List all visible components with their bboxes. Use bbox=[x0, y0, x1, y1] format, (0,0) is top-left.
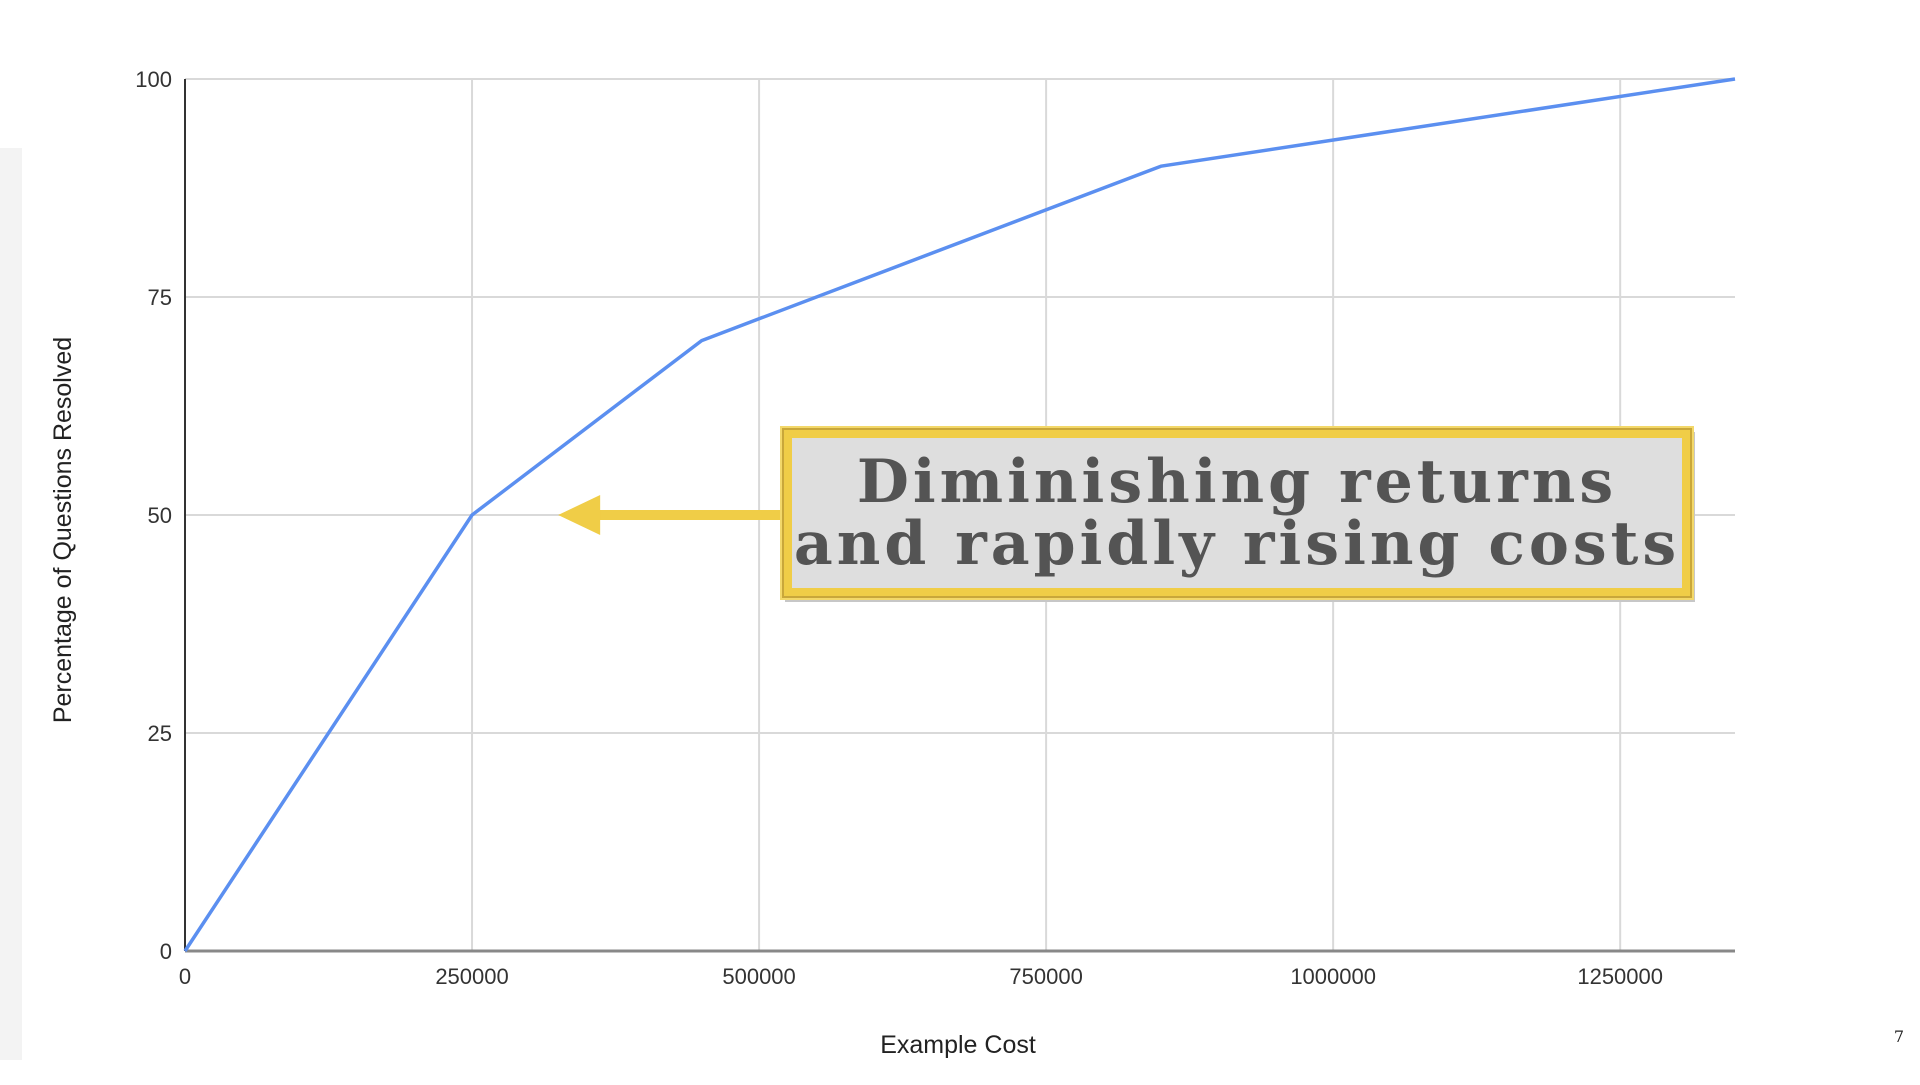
tick-label-layer: 0 25 50 75 100 0 250000 500000 750000 1000000 1250… bbox=[135, 67, 1663, 989]
arrow-shaft bbox=[588, 510, 799, 520]
x-tick-label: 750000 bbox=[1009, 964, 1082, 989]
x-axis-title: Example Cost bbox=[880, 1031, 1036, 1059]
callout-line-1: Diminishing returns bbox=[856, 447, 1618, 517]
x-tick-label: 0 bbox=[179, 964, 191, 989]
y-tick-label: 75 bbox=[148, 285, 172, 310]
y-tick-label: 100 bbox=[135, 67, 172, 92]
x-tick-label: 500000 bbox=[722, 964, 795, 989]
arrow-head bbox=[558, 495, 601, 535]
y-tick-label: 25 bbox=[148, 721, 172, 746]
y-axis-title: Percentage of Questions Resolved bbox=[49, 337, 77, 723]
annotation-arrow bbox=[558, 495, 799, 535]
page-number: 7 bbox=[1893, 1027, 1904, 1046]
callout-line-2: and rapidly rising costs bbox=[793, 509, 1681, 579]
y-tick-label: 0 bbox=[160, 939, 172, 964]
annotation-callout: Diminishing returns and rapidly rising c… bbox=[782, 428, 1692, 598]
x-tick-label: 1000000 bbox=[1290, 964, 1376, 989]
x-tick-label: 250000 bbox=[435, 964, 508, 989]
slide-left-edge bbox=[0, 148, 22, 1060]
axes-layer bbox=[184, 79, 1735, 953]
series-layer bbox=[183, 77, 1736, 952]
series-line bbox=[183, 77, 1736, 952]
y-tick-label: 50 bbox=[148, 503, 172, 528]
x-tick-label: 1250000 bbox=[1577, 964, 1663, 989]
